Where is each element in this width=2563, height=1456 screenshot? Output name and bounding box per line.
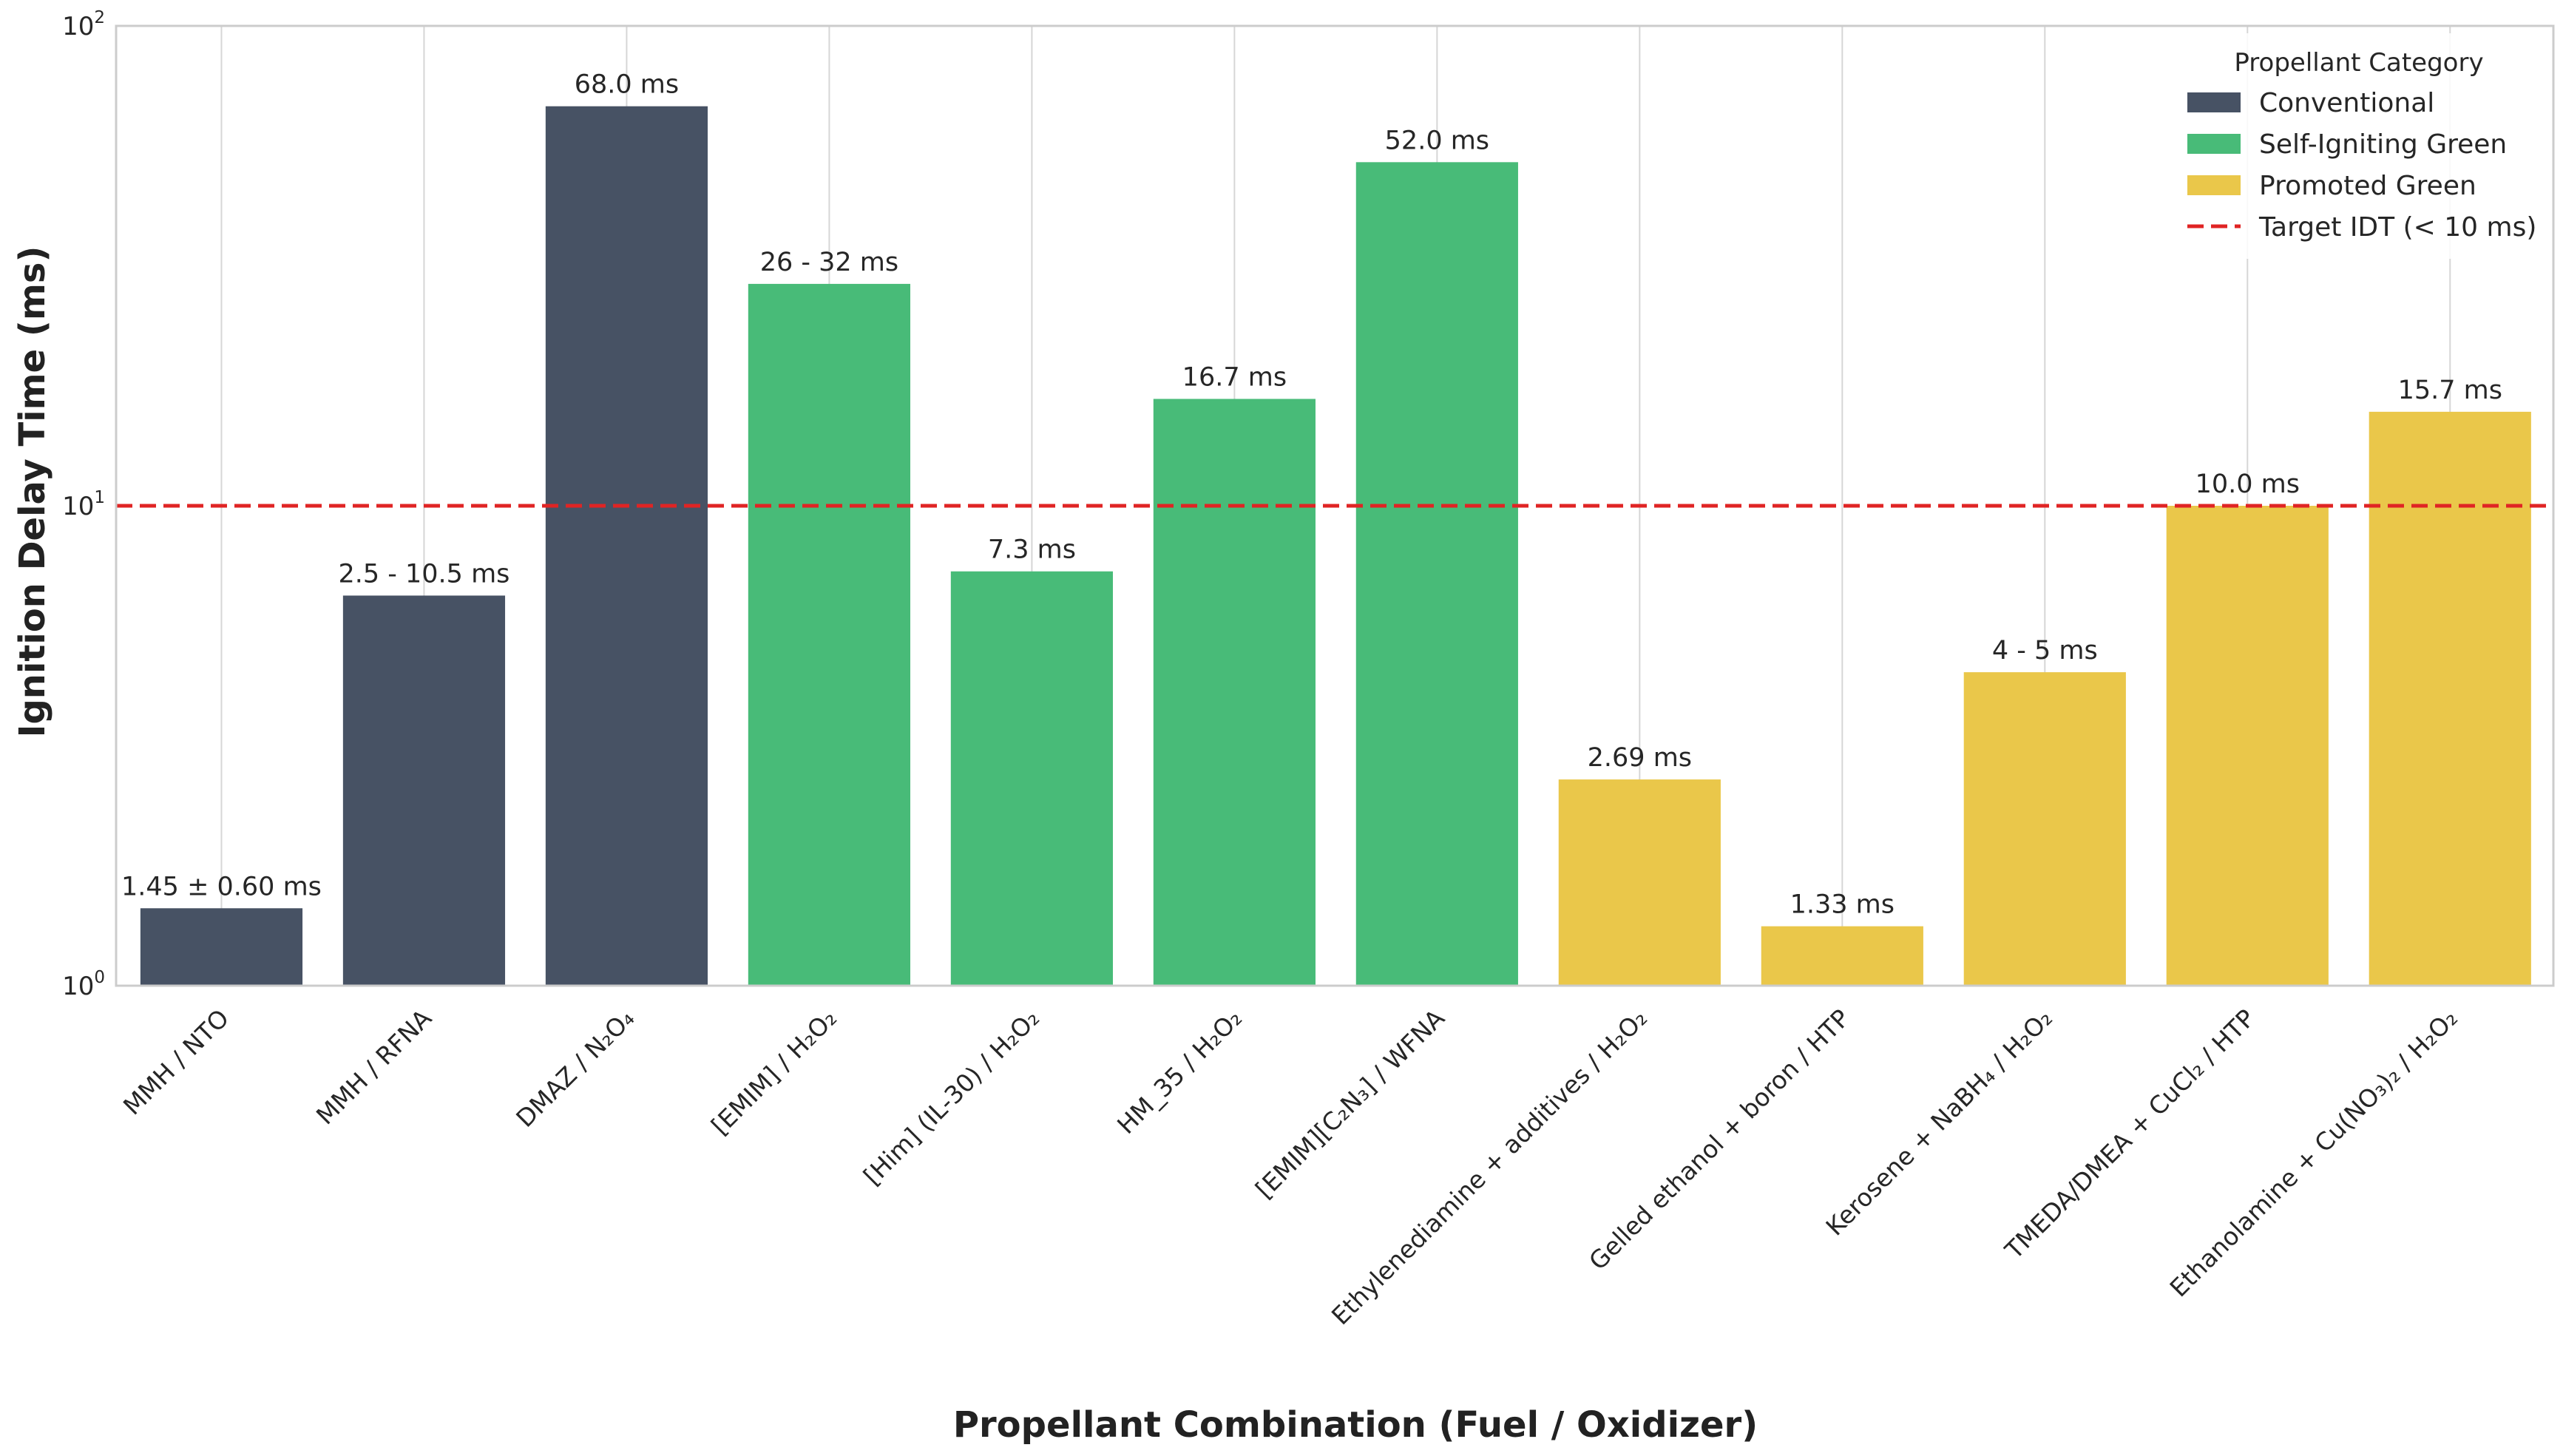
bar-label-layer: 1.45 ± 0.60 ms 2.5 - 10.5 ms 68.0 ms 26 - 3…: [121, 70, 2502, 920]
y-tick-label: 101: [62, 488, 105, 521]
y-axis-title: Ignition Delay Time (ms): [12, 246, 53, 738]
bar-value-label: 2.5 - 10.5 ms: [338, 559, 509, 589]
legend-title: Propellant Category: [2234, 48, 2483, 78]
bar-value-label: 26 - 32 ms: [760, 248, 898, 277]
y-tick-label: 100: [62, 968, 105, 1001]
bar: [1761, 926, 1923, 986]
bar: [1558, 779, 1721, 986]
bar-value-label: 1.33 ms: [1790, 890, 1895, 920]
legend-entry-label: Conventional: [2259, 88, 2434, 118]
bar-value-label: 52.0 ms: [1385, 126, 1489, 155]
legend-entry-label: Promoted Green: [2259, 171, 2476, 201]
bar-value-label: 10.0 ms: [2195, 470, 2300, 499]
bar: [1355, 162, 1518, 986]
bar-value-label: 2.69 ms: [1588, 743, 1692, 773]
bar-layer: [140, 106, 2531, 986]
y-tick-label: 102: [62, 8, 105, 41]
bar-value-label: 1.45 ± 0.60 ms: [121, 872, 322, 901]
legend-entry-label: Target IDT (< 10 ms): [2258, 212, 2536, 243]
legend-swatch: [2187, 92, 2241, 112]
bar: [748, 283, 911, 986]
legend: Propellant Category Conventional Self-Ign…: [2174, 33, 2547, 259]
bar-value-label: 7.3 ms: [988, 535, 1076, 565]
legend-swatch: [2187, 175, 2241, 195]
legend-swatch: [2187, 134, 2241, 154]
bar: [2369, 411, 2531, 986]
bar: [140, 908, 303, 986]
bar: [342, 595, 506, 986]
x-axis-title: Propellant Combination (Fuel / Oxidizer): [953, 1404, 1758, 1446]
bar: [950, 571, 1113, 986]
legend-entry-label: Self-Igniting Green: [2259, 129, 2507, 160]
bar-value-label: 15.7 ms: [2398, 376, 2502, 405]
bar-value-label: 16.7 ms: [1182, 362, 1287, 392]
bar-value-label: 68.0 ms: [575, 70, 679, 100]
plot-frame: [115, 24, 2555, 987]
bar-value-label: 4 - 5 ms: [1992, 636, 2098, 666]
bar: [2166, 506, 2329, 986]
bar: [1963, 672, 2126, 986]
bar: [1153, 399, 1316, 986]
bar: [545, 106, 708, 986]
